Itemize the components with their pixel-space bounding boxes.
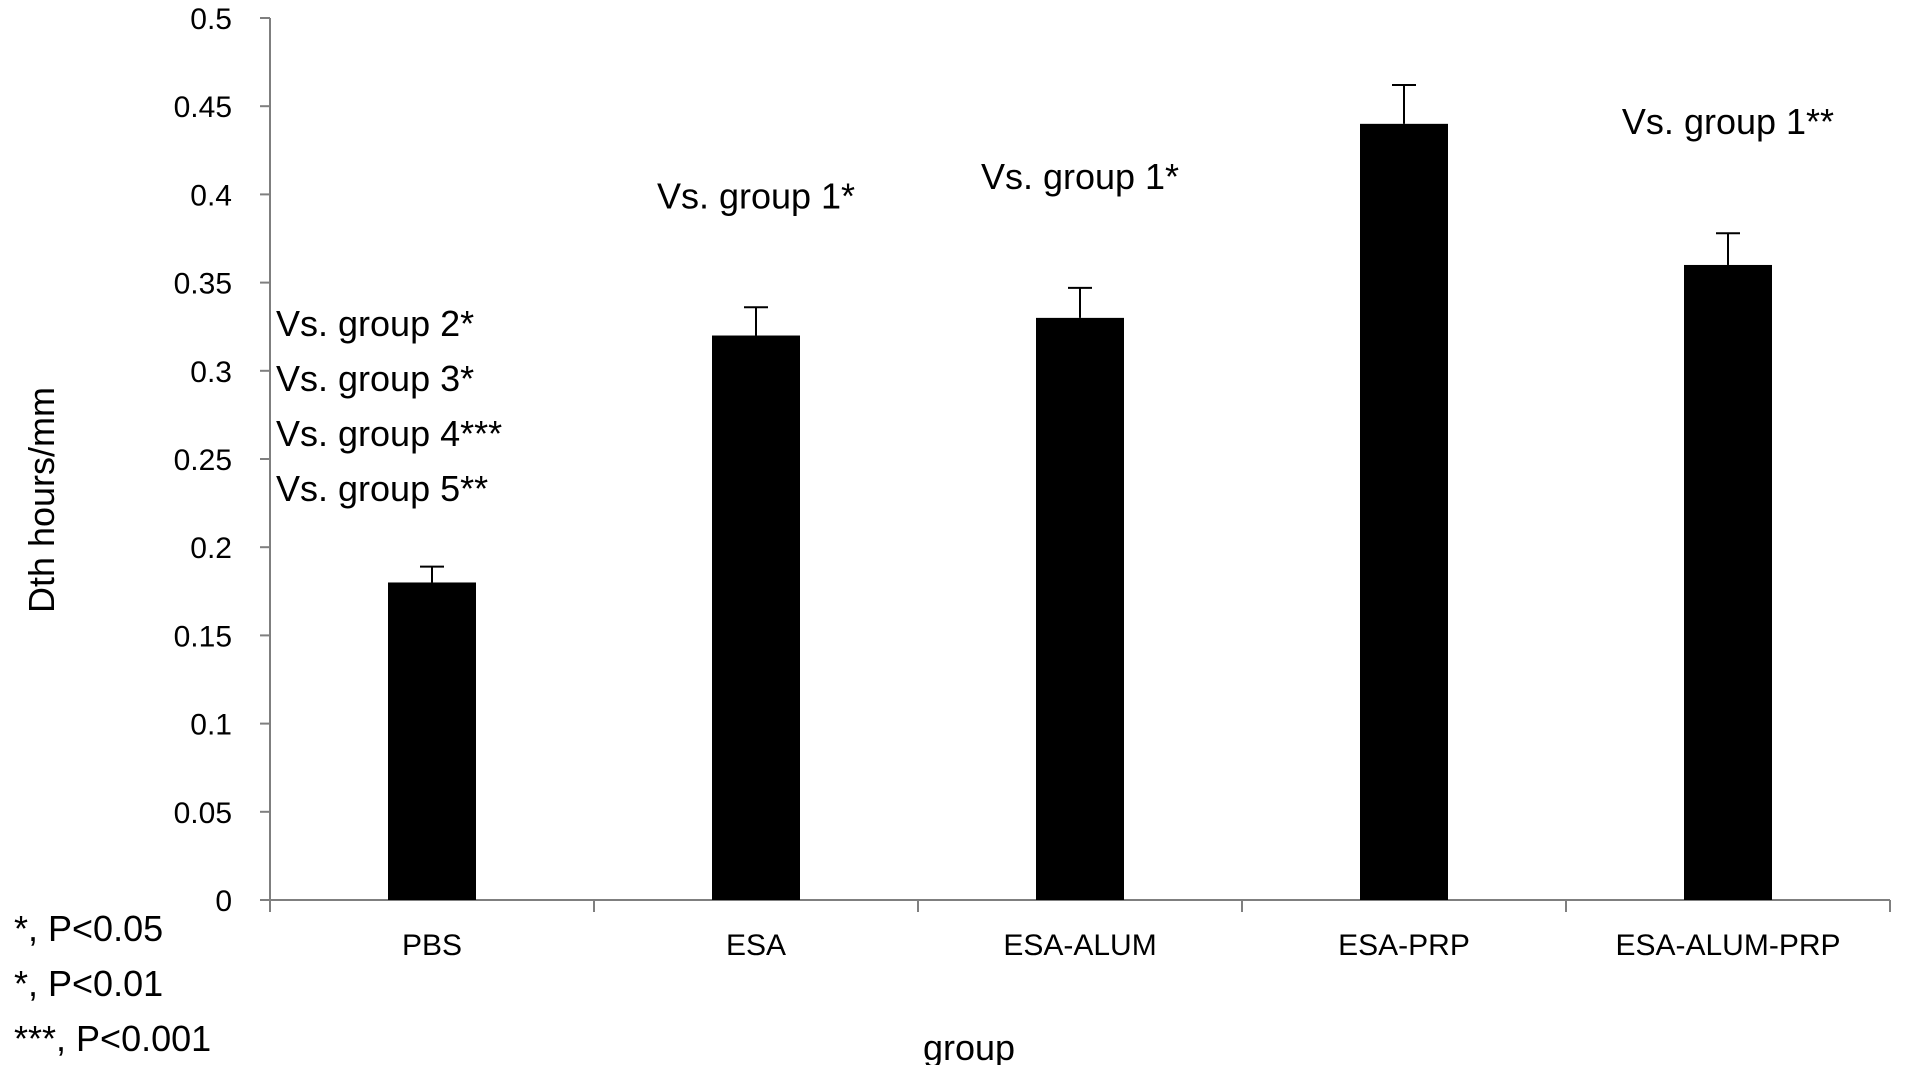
- y-tick-label: 0.05: [174, 797, 232, 830]
- annotation-pbs: Vs. group 2* Vs. group 3* Vs. group 4*** Vs…: [276, 303, 502, 509]
- error-bars: [420, 84, 1740, 583]
- error-bar-esa-alum-prp: [1716, 232, 1740, 265]
- x-axis-ticks: [269, 900, 1891, 912]
- annotation-line: Vs. group 5**: [276, 468, 488, 509]
- annotation-line: Vs. group 4***: [276, 413, 502, 454]
- bar-esa-alum-prp: [1684, 264, 1772, 901]
- annotation-line: Vs. group 1*: [981, 156, 1179, 197]
- category-label-esa-alum-prp: ESA-ALUM-PRP: [1615, 929, 1840, 962]
- y-tick-label: 0.2: [190, 532, 232, 565]
- y-tick-label: 0.4: [190, 179, 232, 212]
- category-label-esa: ESA: [726, 929, 786, 962]
- legend-line-p0001: ***, P<0.001: [14, 1018, 212, 1059]
- category-label-pbs: PBS: [402, 929, 462, 962]
- error-bar-esa-prp: [1392, 84, 1416, 124]
- legend-line-p001: *, P<0.01: [14, 963, 164, 1004]
- y-tick-label: 0.15: [174, 620, 232, 653]
- significance-annotations: Vs. group 2* Vs. group 3* Vs. group 4*** Vs…: [276, 101, 1834, 509]
- annotation-line: Vs. group 1**: [1622, 101, 1834, 142]
- bars: [388, 123, 1772, 901]
- error-bar-pbs: [420, 565, 444, 583]
- bar-esa-prp: [1360, 123, 1448, 901]
- y-tick-label: 0.3: [190, 356, 232, 389]
- y-axis-title: Dth hours/mm: [21, 387, 62, 613]
- y-axis-ticks: 0 0.05 0.1 0.15 0.2 0.25 0.3 0.35 0.4 0.45 0.5: [174, 3, 270, 918]
- annotation-line: Vs. group 2*: [276, 303, 474, 344]
- annotation-esa-alum-prp: Vs. group 1**: [1622, 101, 1834, 142]
- category-labels: PBS ESA ESA-ALUM ESA-PRP ESA-ALUM-PRP: [402, 929, 1841, 962]
- x-axis-title: group: [923, 1027, 1015, 1065]
- annotation-esa-alum: Vs. group 1*: [981, 156, 1179, 197]
- category-label-esa-alum: ESA-ALUM: [1003, 929, 1156, 962]
- y-tick-label: 0.5: [190, 3, 232, 36]
- bar-pbs: [388, 582, 476, 900]
- category-label-esa-prp: ESA-PRP: [1338, 929, 1470, 962]
- y-tick-label: 0.25: [174, 444, 232, 477]
- error-bar-esa-alum: [1068, 286, 1092, 318]
- y-tick-label: 0: [215, 885, 232, 918]
- error-bar-esa: [744, 306, 768, 336]
- y-tick-label: 0.35: [174, 268, 232, 301]
- annotation-line: Vs. group 1*: [657, 175, 855, 216]
- bar-esa-alum: [1036, 317, 1124, 900]
- annotation-line: Vs. group 3*: [276, 358, 474, 399]
- y-tick-label: 0.1: [190, 709, 232, 742]
- legend-line-p005: *, P<0.05: [14, 908, 164, 949]
- y-tick-label: 0.45: [174, 91, 232, 124]
- annotation-esa: Vs. group 1*: [657, 175, 855, 216]
- bar-esa: [712, 335, 800, 900]
